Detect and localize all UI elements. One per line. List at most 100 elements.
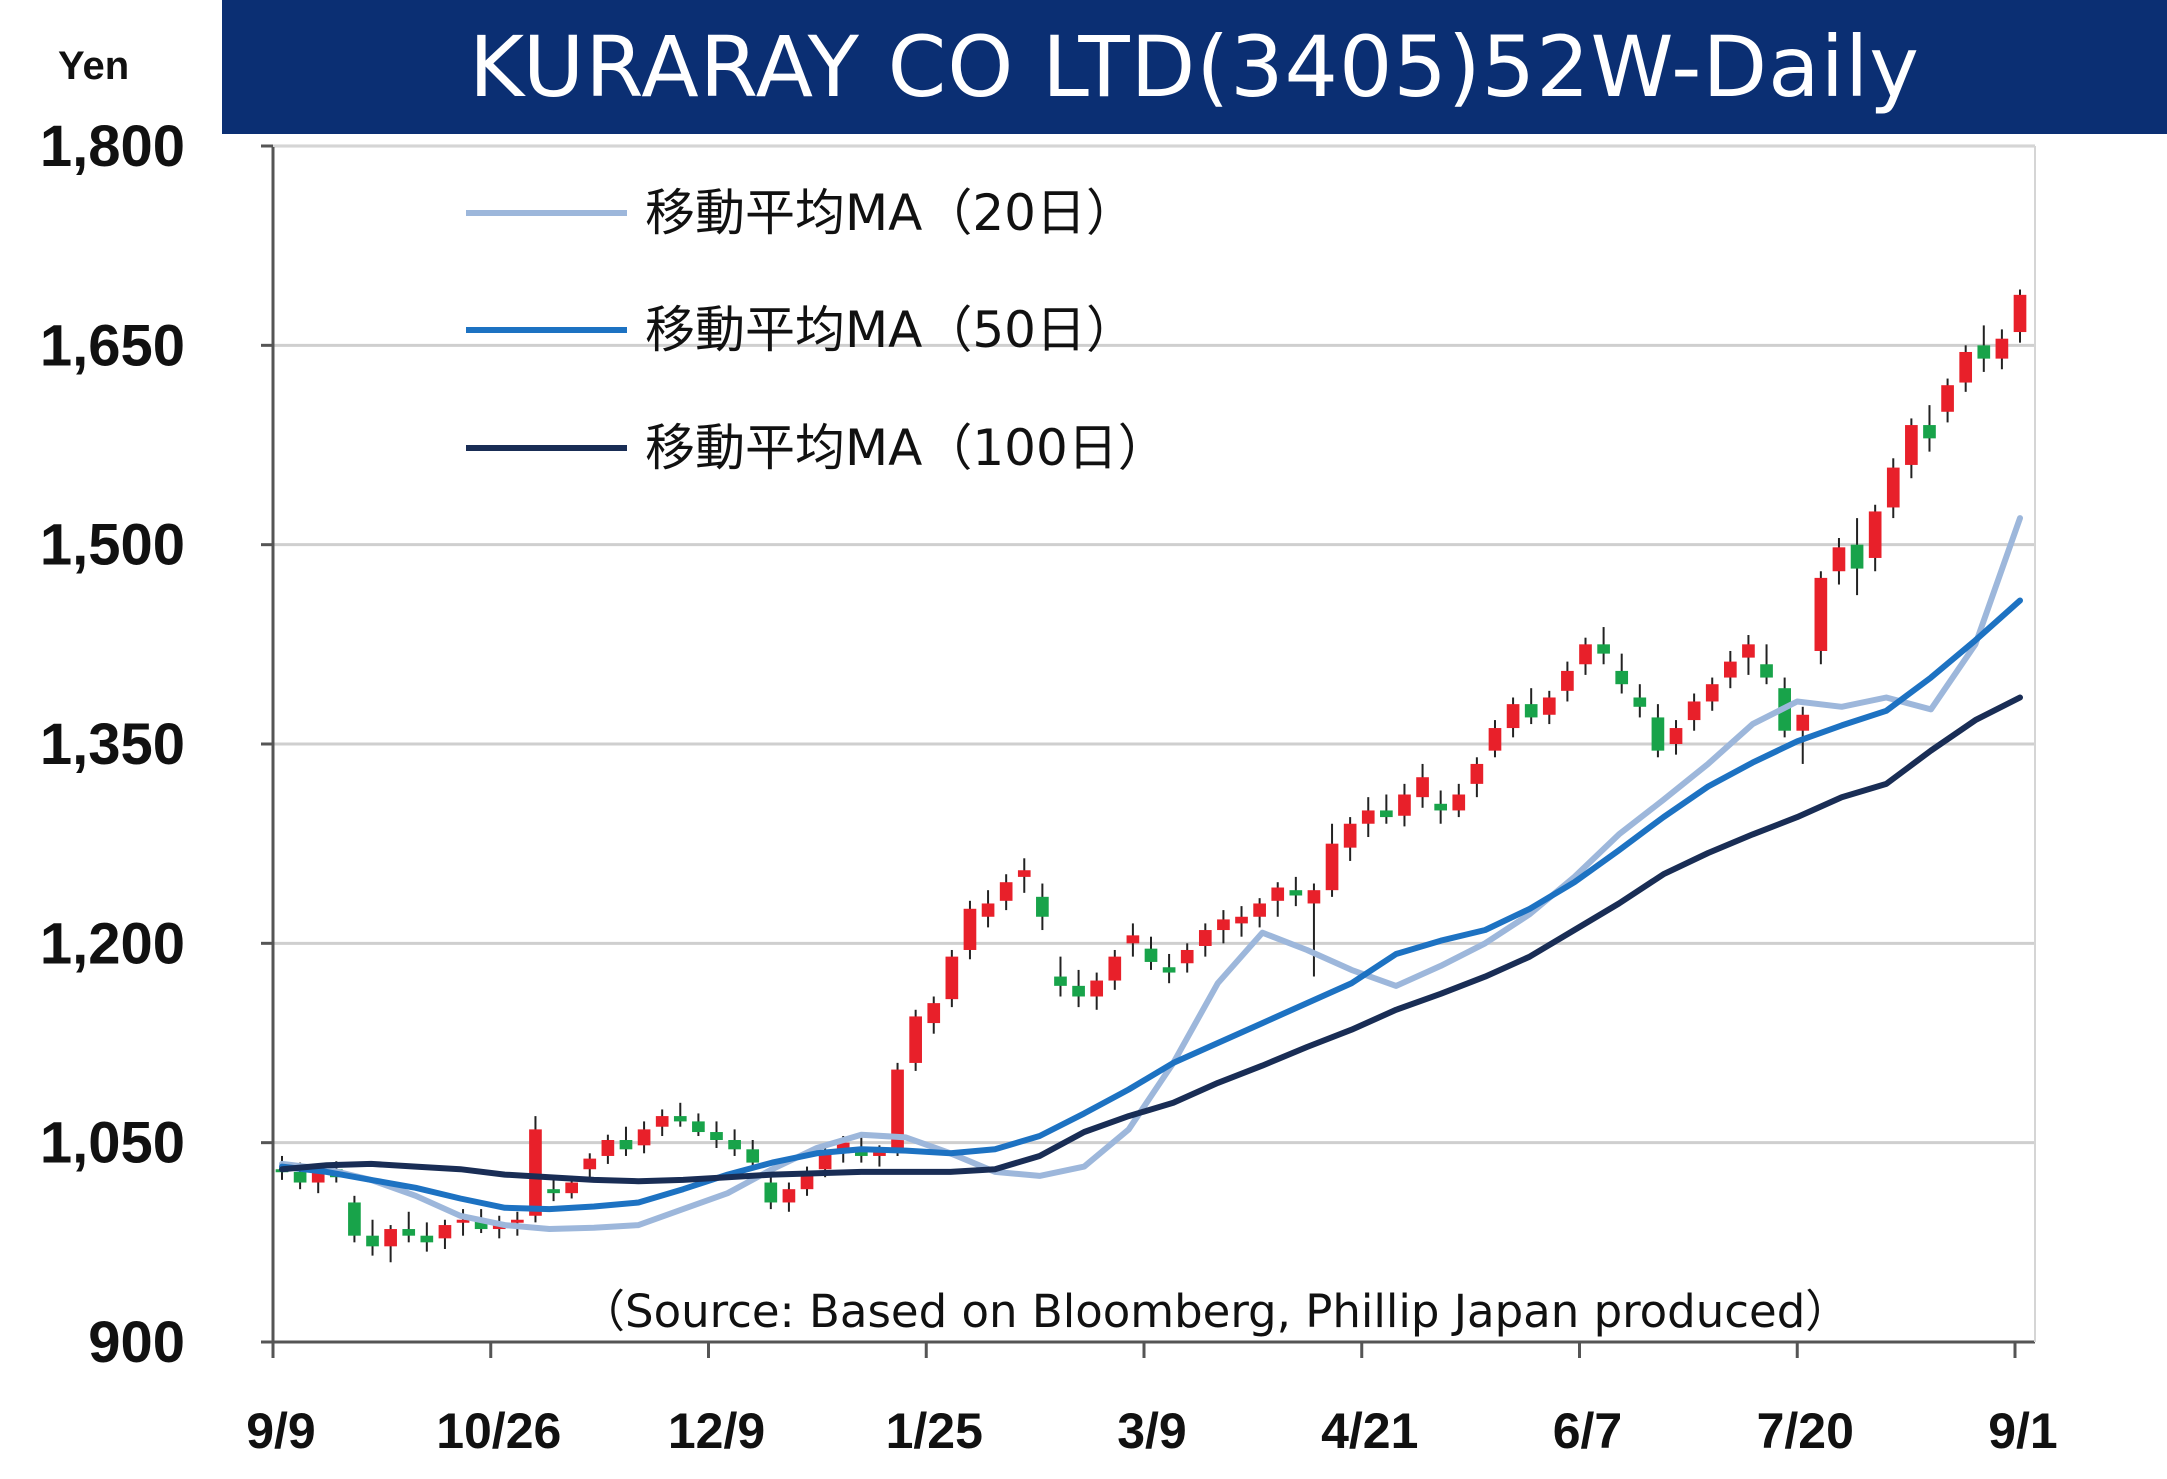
x-tick-label: 4/21 (1321, 1403, 1418, 1459)
y-tick-label: 1,050 (40, 1111, 185, 1176)
candle-body (293, 1171, 307, 1183)
candle-body (891, 1069, 904, 1150)
candle-body (1144, 948, 1158, 962)
candle-body (1398, 794, 1411, 816)
x-tick-label: 12/9 (668, 1403, 765, 1459)
candle-body (1054, 976, 1067, 986)
x-tick-label: 3/9 (1117, 1403, 1187, 1459)
x-axis-ticks: 9/9 10/26 12/9 1/25 3/9 4/21 6/7 7/20 9/1 (246, 1342, 2058, 1459)
candle-body (1542, 697, 1556, 715)
candle-body (420, 1235, 434, 1243)
candle-body (348, 1202, 361, 1236)
x-tick-label: 6/7 (1553, 1403, 1623, 1459)
x-tick-label: 10/26 (436, 1403, 561, 1459)
candle-body (692, 1121, 705, 1133)
candle-body (1198, 930, 1212, 946)
y-axis-unit-label: Yen (58, 44, 130, 88)
candle-body (438, 1225, 452, 1239)
candle-body (511, 1219, 524, 1223)
candle-body (655, 1116, 669, 1127)
candle-body (1017, 870, 1031, 877)
candle-body (1832, 547, 1846, 572)
candle-body (1235, 916, 1248, 924)
candle-body (1162, 967, 1176, 973)
candle-body (746, 1149, 760, 1163)
y-tick-label: 1,200 (40, 911, 185, 976)
y-tick-label: 1,350 (40, 712, 185, 777)
candle-body (1561, 670, 1574, 691)
candle-body (818, 1153, 832, 1170)
candle-body (981, 903, 995, 917)
candle-body (1126, 935, 1140, 944)
candle-body (710, 1132, 723, 1141)
candle-body (927, 1003, 941, 1024)
candle-body (1941, 385, 1954, 412)
candle-body (583, 1158, 597, 1170)
candle-body (1434, 803, 1448, 811)
candle-body (1271, 887, 1285, 901)
y-tick-label: 1,500 (40, 513, 185, 578)
candle-body (1108, 956, 1122, 981)
candle-body (854, 1149, 868, 1156)
candle-body (1253, 903, 1266, 917)
candle-body (1615, 670, 1629, 685)
candle-body (873, 1150, 886, 1156)
ma-line-0 (279, 515, 2023, 1232)
candle-body (963, 908, 977, 950)
candle-body (637, 1129, 651, 1146)
candle-body (529, 1129, 542, 1216)
candle-body (673, 1116, 687, 1122)
x-tick-label: 9/9 (246, 1403, 316, 1459)
candle-body (1796, 714, 1810, 731)
candle-body (456, 1219, 470, 1223)
candle-body (1651, 717, 1665, 751)
candle-body (601, 1140, 615, 1156)
candle-body (474, 1219, 488, 1230)
candle-body (1325, 843, 1339, 891)
candle-body (1705, 684, 1719, 702)
x-tick-label: 9/1 (1988, 1403, 2058, 1459)
candle-body (1072, 985, 1085, 997)
candle-body (1669, 728, 1683, 744)
candle-body (384, 1229, 397, 1247)
legend-label-2: 移動平均MA（100日） (645, 419, 1168, 477)
candle-body (1868, 511, 1882, 558)
y-axis-ticks: 900 1,050 1,200 1,350 1,500 1,650 1,800 (40, 114, 273, 1375)
candle-body (1470, 763, 1484, 784)
legend-label-1: 移動平均MA（50日） (645, 301, 1136, 359)
y-tick-label: 1,650 (40, 313, 185, 378)
candle-body (1343, 823, 1357, 848)
candle-body (1416, 777, 1429, 798)
title-bar: KURARAY CO LTD(3405)52W-Daily (222, 0, 2167, 134)
candle-body (1361, 810, 1375, 824)
candle-body (1579, 644, 1592, 665)
candle-body (1380, 810, 1393, 818)
candle-body (1850, 544, 1864, 569)
candle-body (1923, 425, 1936, 439)
candle-body (782, 1189, 796, 1203)
candle-body (1687, 701, 1701, 721)
candle-body (909, 1016, 922, 1063)
candle-body (1217, 919, 1230, 931)
candle-body (2013, 294, 2027, 333)
candle-body (547, 1189, 560, 1194)
candle-body (764, 1182, 778, 1203)
candle-body (1036, 896, 1049, 917)
y-tick-label: 1,800 (40, 114, 185, 179)
candle-body (1488, 728, 1502, 751)
candle-body (945, 956, 959, 1000)
ma-line-2 (279, 694, 2023, 1185)
candle-body (565, 1182, 579, 1194)
candle-body (728, 1140, 741, 1150)
grid-lines (273, 144, 2035, 1145)
source-note: （Source: Based on Bloomberg, Phillip Jap… (580, 1285, 1850, 1338)
candle-body (1289, 890, 1303, 896)
candle-body (1959, 351, 1973, 383)
candlesticks (275, 289, 2027, 1263)
candle-body (1633, 697, 1647, 707)
candle-body (1814, 577, 1828, 651)
candle-body (1723, 661, 1737, 678)
candle-body (1307, 890, 1321, 904)
candle-body (1760, 664, 1773, 678)
